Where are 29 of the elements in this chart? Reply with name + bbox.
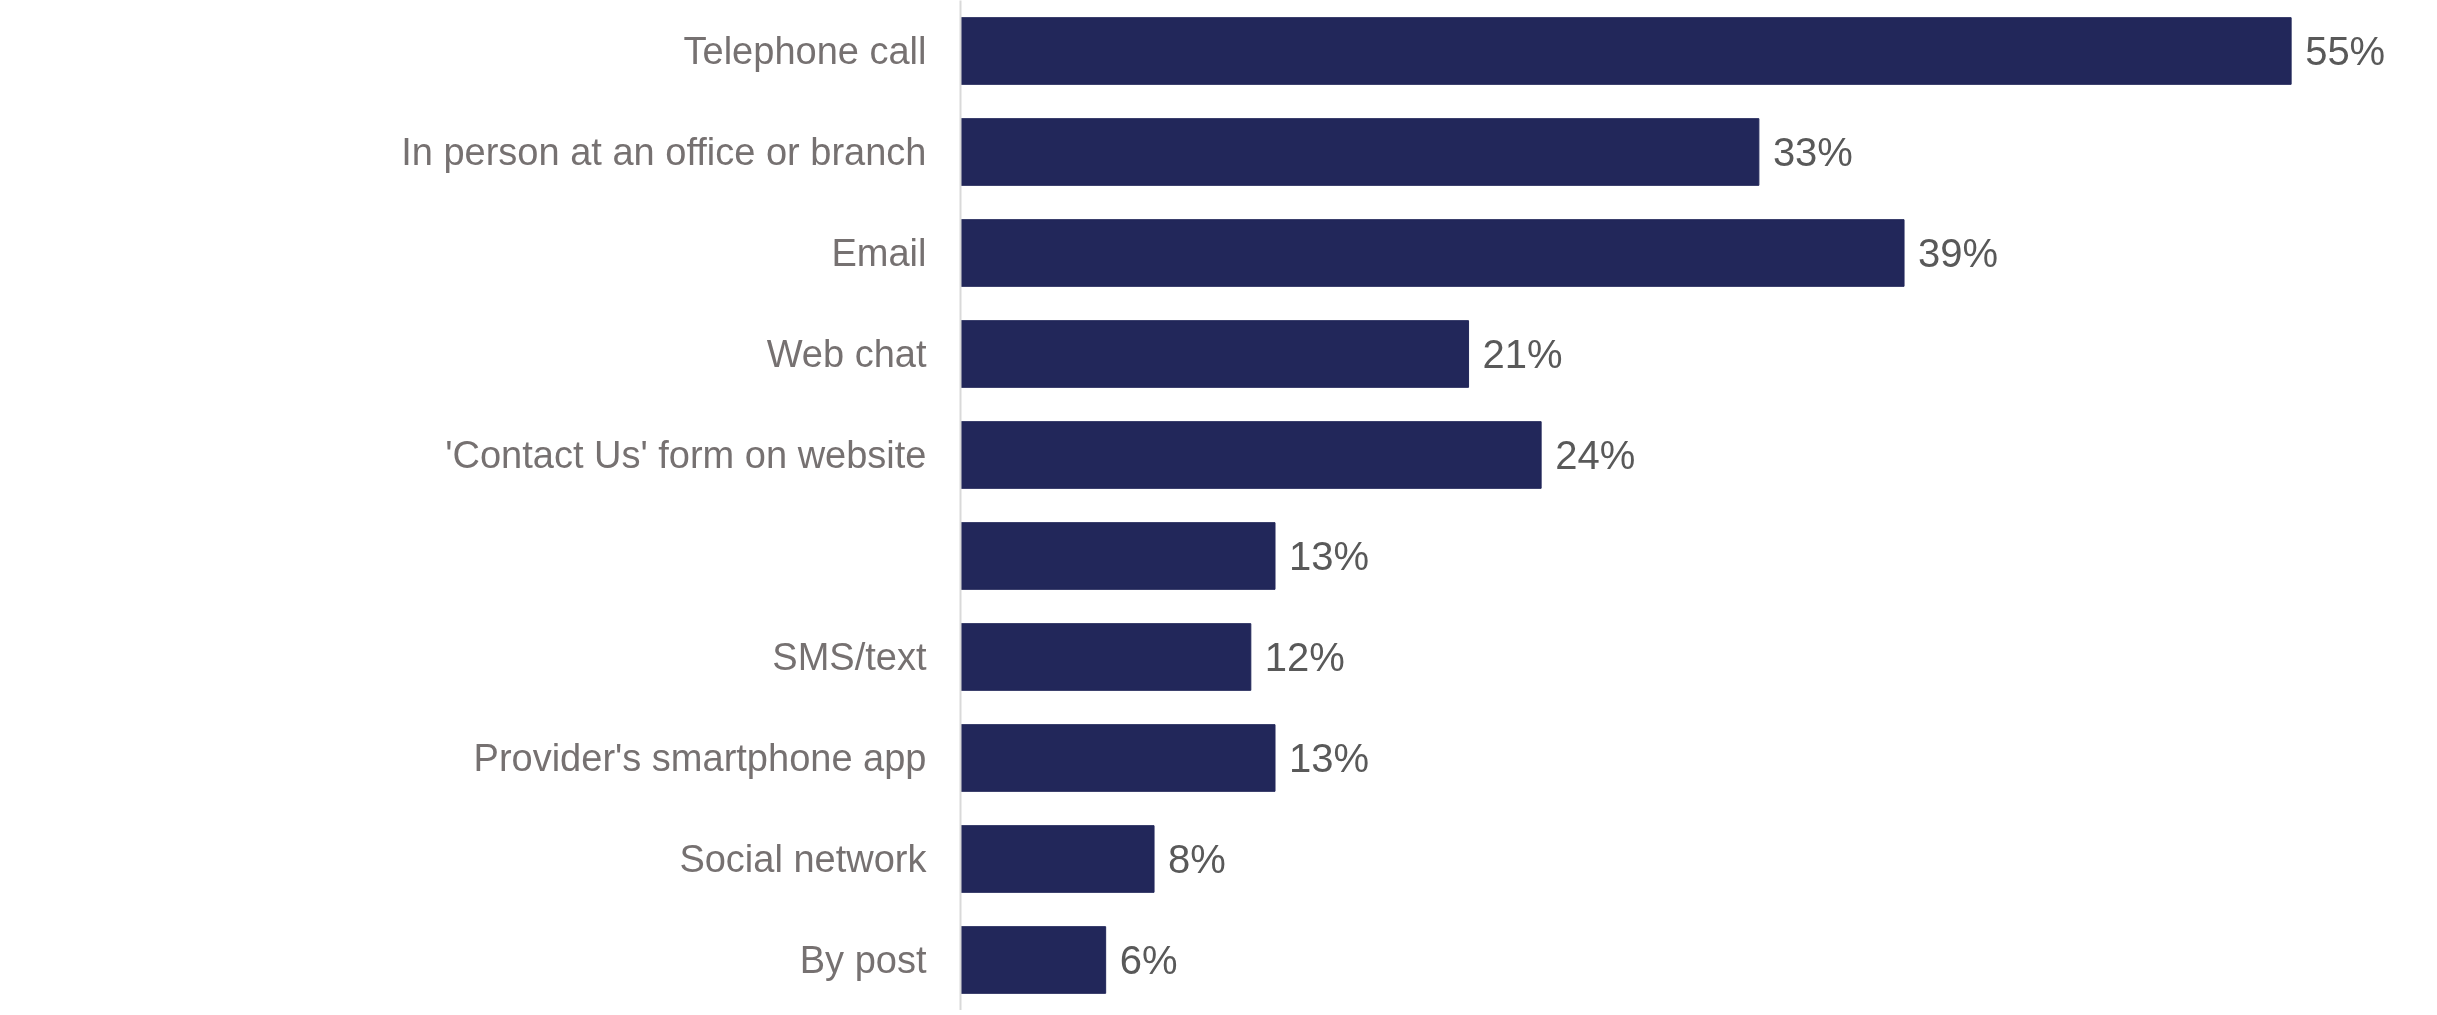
y-tick-label: Provider's smartphone app <box>473 737 927 779</box>
bar <box>960 219 1905 287</box>
bar <box>960 522 1276 590</box>
data-label: 8% <box>1168 837 1226 881</box>
data-label: 6% <box>1119 938 1178 982</box>
bar <box>960 320 1470 388</box>
data-label: 39% <box>1918 231 1999 275</box>
data-label: 21% <box>1482 332 1563 376</box>
data-label: 55% <box>2305 29 2386 73</box>
y-tick-label: In person at an office or branch <box>401 131 927 173</box>
bar <box>960 724 1276 792</box>
bar <box>960 825 1155 893</box>
data-label: 33% <box>1772 130 1853 174</box>
y-tick-label: 'Contact Us' form on website <box>445 434 927 476</box>
bar <box>960 421 1542 489</box>
y-tick-label: Social network <box>679 838 928 880</box>
bar <box>960 17 2292 85</box>
bar <box>960 623 1252 691</box>
data-label: 13% <box>1289 736 1370 780</box>
y-tick-label: Telephone call <box>683 30 927 72</box>
y-tick-label: SMS/text <box>772 636 927 678</box>
y-tick-label: Email <box>831 232 927 274</box>
bar <box>960 118 1760 186</box>
data-label: 24% <box>1555 433 1636 477</box>
y-tick-label: Web chat <box>766 333 927 375</box>
bar <box>960 926 1107 994</box>
y-tick-label: By post <box>799 939 927 981</box>
data-label: 12% <box>1264 635 1345 679</box>
data-label: 13% <box>1289 534 1370 578</box>
